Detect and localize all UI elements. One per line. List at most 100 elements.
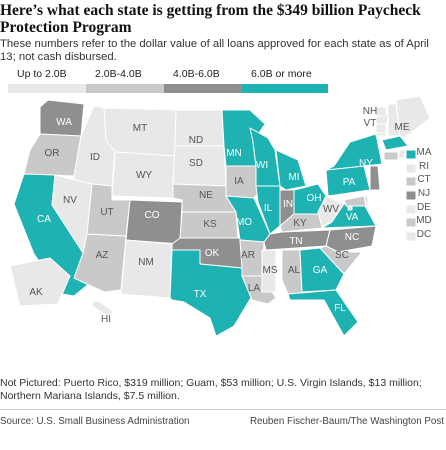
state-ms <box>261 249 277 293</box>
state-mi <box>275 149 307 191</box>
state-label-al: AL <box>288 265 301 276</box>
state-ga <box>299 247 345 293</box>
state-sc <box>319 245 363 275</box>
state-label-sc: SC <box>335 250 349 261</box>
state-ct <box>383 151 399 161</box>
state-label-ga: GA <box>313 265 328 276</box>
swatch-ct <box>405 176 417 187</box>
state-label-la: LA <box>248 283 261 294</box>
swatch-dc <box>405 231 417 242</box>
legend-label: 2.0B-4.0B <box>95 68 142 80</box>
state-label-fl: FL <box>334 303 346 314</box>
source-text: Source: U.S. Small Business Administrati… <box>0 416 190 427</box>
legend-item-2b-4b: 2.0B-4.0B <box>86 68 172 93</box>
state-label-ar: AR <box>241 250 255 261</box>
legend-label: 6.0B or more <box>251 68 312 80</box>
state-label-il: IL <box>264 203 273 214</box>
state-label-nm: NM <box>138 257 154 268</box>
state-label-nc: NC <box>345 232 359 243</box>
footer-divider <box>0 409 446 410</box>
state-ma <box>381 135 409 151</box>
legend-item-4b-6b: 4.0B-6.0B <box>164 68 250 93</box>
state-label-ny: NY <box>359 158 373 169</box>
state-label-pa: PA <box>343 177 356 188</box>
state-label-mt: MT <box>133 123 147 134</box>
state-label-wi: WI <box>256 160 268 171</box>
legend-swatch <box>8 84 94 93</box>
state-ak <box>9 257 71 307</box>
state-label-ma: MA <box>417 147 432 158</box>
state-label-ia: IA <box>234 176 244 187</box>
us-state-map: WA OR CA ID NV AZ UT MT WY CO NM ND SD NE KS OK TX MN IA MO… <box>9 96 432 337</box>
state-label-wv: WV <box>323 204 339 215</box>
state-label-ne: NE <box>199 190 213 201</box>
state-fl <box>287 289 359 337</box>
state-md <box>343 195 367 207</box>
state-label-mi: MI <box>288 172 299 183</box>
state-label-va: VA <box>346 212 359 223</box>
state-co <box>125 199 183 245</box>
legend-item-6b-or-more: 6.0B or more <box>242 68 328 93</box>
not-pictured-note: Not Pictured: Puerto Rico, $319 million;… <box>0 377 422 402</box>
state-label-ks: KS <box>203 219 217 230</box>
state-label-oh: OH <box>307 193 322 204</box>
state-label-ut: UT <box>100 207 113 218</box>
legend-label: 4.0B-6.0B <box>173 68 220 80</box>
state-label-sd: SD <box>189 158 203 169</box>
state-label-or: OR <box>45 148 60 159</box>
state-label-ct: CT <box>417 174 430 185</box>
credit-text: Reuben Fischer-Baum/The Washington Post <box>249 416 444 427</box>
state-label-tn: TN <box>289 236 302 247</box>
state-label-vt: VT <box>364 118 377 129</box>
state-label-ms: MS <box>263 265 278 276</box>
state-label-ky: KY <box>293 218 307 229</box>
swatch-ri <box>405 163 417 174</box>
state-nj <box>369 165 381 191</box>
state-label-az: AZ <box>96 250 109 261</box>
state-wa <box>39 99 85 137</box>
state-label-ca: CA <box>37 214 51 225</box>
state-label-id: ID <box>90 152 100 163</box>
state-nm <box>120 239 173 299</box>
state-label-dc: DC <box>417 229 431 240</box>
state-la <box>241 275 277 305</box>
state-label-me: ME <box>395 122 410 133</box>
swatch-md <box>405 217 417 228</box>
state-dc <box>347 205 353 211</box>
state-label-ri: RI <box>419 161 429 172</box>
state-label-ak: AK <box>29 287 43 298</box>
state-label-co: CO <box>145 210 160 221</box>
swatch-ma <box>405 149 417 160</box>
state-ri <box>397 149 407 159</box>
page-title: Here’s what each state is getting from t… <box>0 2 421 36</box>
state-ny <box>325 133 383 171</box>
state-label-de: DE <box>417 202 431 213</box>
state-label-ok: OK <box>205 248 220 259</box>
state-il <box>255 185 281 235</box>
state-label-nh: NH <box>363 106 377 117</box>
state-label-md: MD <box>416 215 432 226</box>
legend-swatch <box>164 84 250 93</box>
state-label-nv: NV <box>63 195 77 206</box>
state-label-nj: NJ <box>418 188 430 199</box>
state-label-hi: HI <box>101 314 111 325</box>
state-label-nd: ND <box>189 135 203 146</box>
legend-swatch <box>86 84 172 93</box>
state-nc <box>325 225 377 253</box>
state-label-mo: MO <box>236 217 252 228</box>
state-label-in: IN <box>283 199 293 210</box>
page-subtitle: These numbers refer to the dollar value … <box>0 38 429 63</box>
state-hi <box>91 299 115 317</box>
state-label-wy: WY <box>136 170 152 181</box>
swatch-nj <box>405 190 417 201</box>
state-label-mn: MN <box>226 148 242 159</box>
map-legend: Up to 2.0B 2.0B-4.0B 4.0B-6.0B 6.0B or m… <box>0 68 446 94</box>
legend-label: Up to 2.0B <box>17 68 67 80</box>
swatch-vt <box>375 123 387 134</box>
swatch-nh <box>375 106 387 117</box>
state-label-wa: WA <box>56 117 72 128</box>
swatch-de <box>405 204 417 215</box>
state-label-tx: TX <box>194 289 207 300</box>
legend-swatch <box>242 84 328 93</box>
state-me <box>395 96 431 139</box>
